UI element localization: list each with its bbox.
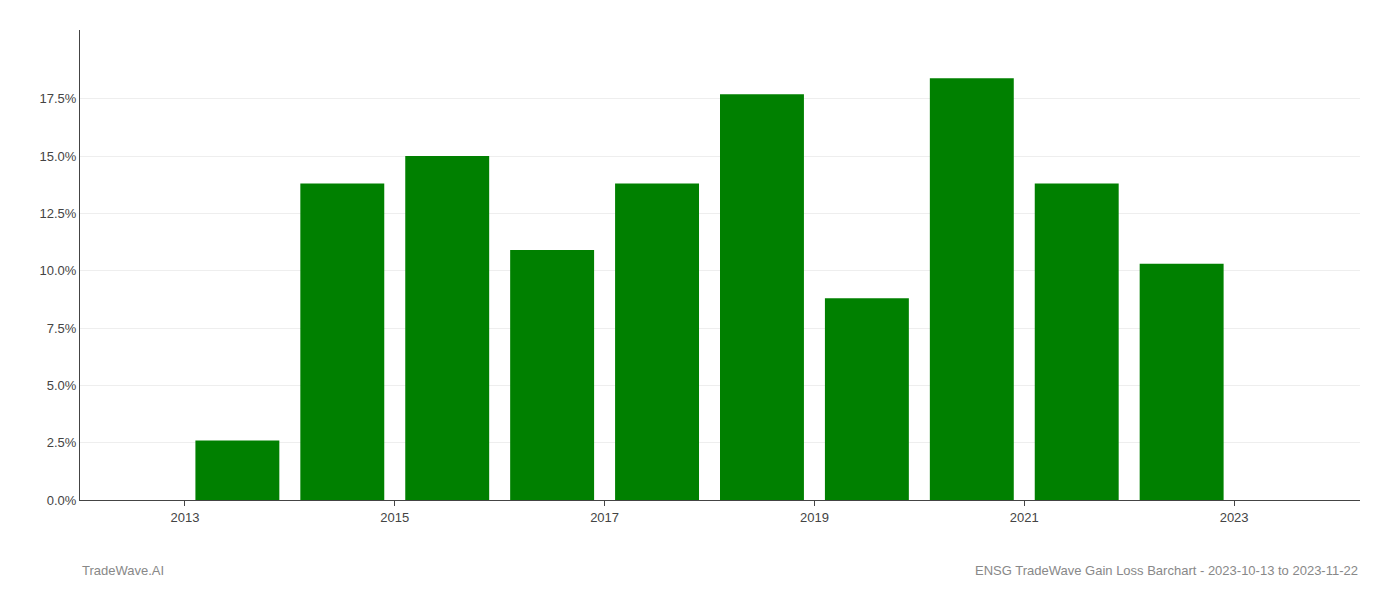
svg-text:10.0%: 10.0% xyxy=(40,263,77,278)
svg-text:2021: 2021 xyxy=(1010,510,1039,525)
svg-text:2015: 2015 xyxy=(380,510,409,525)
svg-text:5.0%: 5.0% xyxy=(47,378,77,393)
svg-text:ENSG TradeWave Gain Loss Barch: ENSG TradeWave Gain Loss Barchart - 2023… xyxy=(975,563,1358,578)
svg-text:2.5%: 2.5% xyxy=(47,435,77,450)
svg-text:12.5%: 12.5% xyxy=(40,206,77,221)
svg-text:2017: 2017 xyxy=(590,510,619,525)
svg-text:TradeWave.AI: TradeWave.AI xyxy=(82,563,164,578)
svg-text:2019: 2019 xyxy=(800,510,829,525)
svg-text:7.5%: 7.5% xyxy=(47,321,77,336)
svg-text:0.0%: 0.0% xyxy=(47,493,77,508)
svg-text:15.0%: 15.0% xyxy=(40,149,77,164)
svg-text:2013: 2013 xyxy=(170,510,199,525)
svg-text:17.5%: 17.5% xyxy=(40,91,77,106)
svg-text:2023: 2023 xyxy=(1220,510,1249,525)
